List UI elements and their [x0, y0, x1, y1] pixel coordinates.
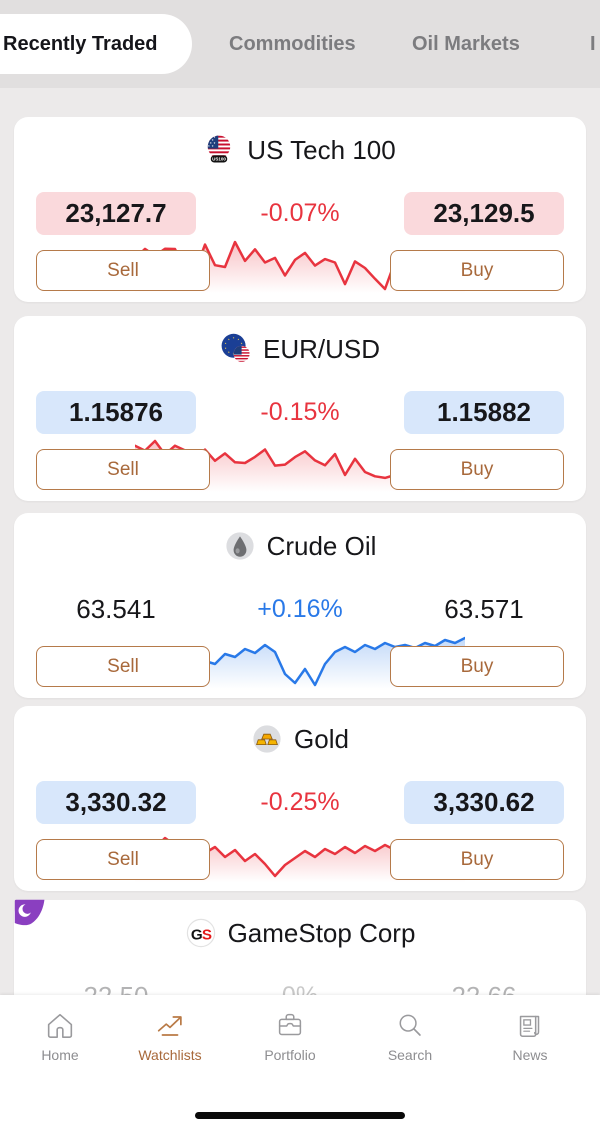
svg-text:GS: GS — [190, 926, 211, 943]
svg-text:US100: US100 — [212, 156, 226, 161]
